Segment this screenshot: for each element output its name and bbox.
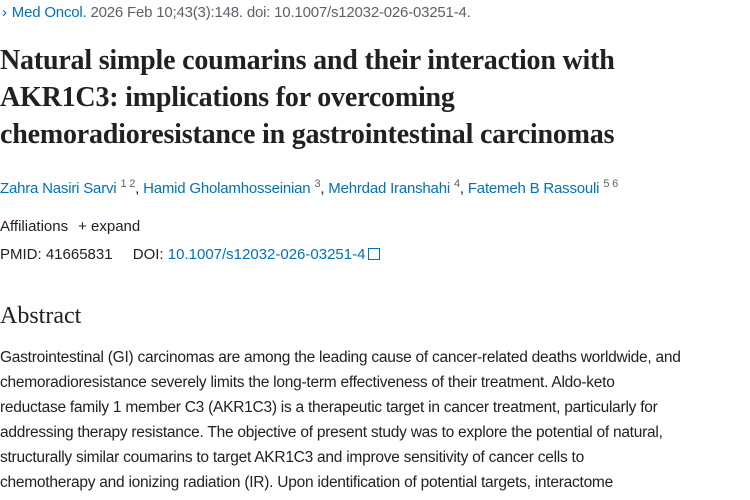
- abstract-line: reductase family 1 member C3 (AKR1C3) is…: [0, 399, 658, 416]
- article-title: Natural simple coumarins and their inter…: [0, 42, 615, 153]
- doi-label: DOI:: [132, 246, 164, 263]
- journal-link[interactable]: Med Oncol.: [11, 4, 87, 21]
- external-link-icon[interactable]: [368, 248, 381, 260]
- citation-details: 2026 Feb 10;43(3):148. doi: 10.1007/s120…: [86, 4, 471, 21]
- doi-link[interactable]: 10.1007/s12032-026-03251-4: [167, 246, 366, 263]
- title-line: chemoradioresistance in gastrointestinal…: [0, 119, 615, 150]
- affiliation-ref[interactable]: 5 6: [603, 178, 619, 190]
- affiliation-ref[interactable]: 4: [453, 178, 460, 190]
- affiliations-label: Affiliations: [0, 218, 69, 235]
- expand-affiliations-button[interactable]: + expand: [78, 218, 141, 235]
- author-link[interactable]: Fatemeh B Rassouli: [467, 180, 600, 197]
- citation: › Med Oncol. 2026 Feb 10;43(3):148. doi: …: [2, 4, 471, 21]
- author-list: Zahra Nasiri Sarvi 1 2, Hamid Gholamhosse…: [0, 178, 619, 197]
- author-link[interactable]: Mehrdad Iranshahi: [328, 180, 450, 197]
- abstract-line: addressing therapy resistance. The objec…: [0, 424, 663, 441]
- abstract-line: structurally similar coumarins to target…: [0, 449, 584, 466]
- affiliations: Affiliations + expand: [0, 218, 140, 235]
- title-line: AKR1C3: implications for overcoming: [0, 82, 455, 113]
- author-link[interactable]: Hamid Gholamhosseinian: [143, 180, 311, 197]
- pmid-value: 41665831: [45, 246, 113, 263]
- author-link[interactable]: Zahra Nasiri Sarvi: [0, 180, 117, 197]
- abstract-line: chemoradioresistance severely limits the…: [0, 374, 615, 391]
- affiliation-ref[interactable]: 3: [314, 178, 321, 190]
- abstract-text: Gastrointestinal (GI) carcinomas are amo…: [0, 345, 681, 495]
- affiliation-ref[interactable]: 1 2: [120, 178, 136, 190]
- article-ids: PMID: 41665831 DOI: 10.1007/s12032-026-0…: [0, 246, 381, 263]
- abstract-heading: Abstract: [0, 303, 82, 329]
- abstract-line: Gastrointestinal (GI) carcinomas are amo…: [0, 349, 681, 366]
- pmid-label: PMID:: [0, 246, 42, 263]
- title-line: Natural simple coumarins and their inter…: [0, 45, 615, 76]
- abstract-line: chemotherapy and ionizing radiation (IR)…: [0, 474, 613, 491]
- chevron-right-icon[interactable]: ›: [2, 4, 7, 21]
